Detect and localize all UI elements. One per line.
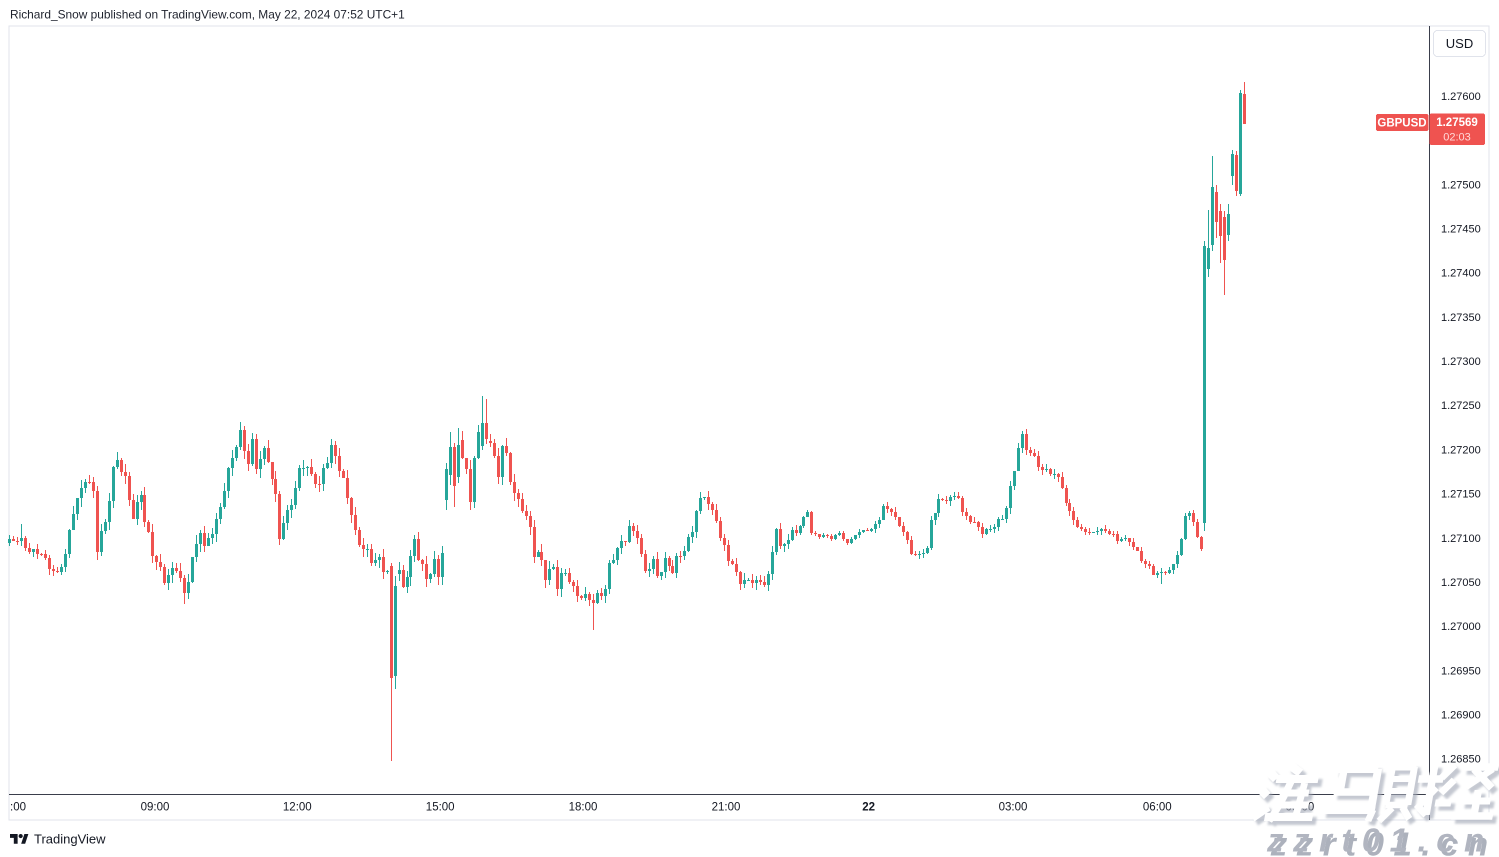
svg-text:1.27000: 1.27000 — [1441, 621, 1481, 633]
svg-text:02:03: 02:03 — [1443, 132, 1471, 144]
svg-text:06:00: 06:00 — [0, 802, 26, 814]
svg-text:1.27250: 1.27250 — [1441, 400, 1481, 412]
svg-text:1.27400: 1.27400 — [1441, 268, 1481, 280]
svg-text:12:00: 12:00 — [283, 802, 312, 814]
svg-text:1.27050: 1.27050 — [1441, 577, 1481, 589]
svg-text:1.27600: 1.27600 — [1441, 91, 1481, 103]
svg-text:22: 22 — [862, 802, 875, 814]
svg-text:1.26950: 1.26950 — [1441, 665, 1481, 677]
svg-text:21:00: 21:00 — [712, 802, 741, 814]
svg-text:1.27100: 1.27100 — [1441, 533, 1481, 545]
svg-text:GBPUSD: GBPUSD — [1377, 118, 1426, 130]
svg-text:Richard_Snow published on Trad: Richard_Snow published on TradingView.co… — [10, 8, 405, 22]
svg-text:06:00: 06:00 — [1143, 802, 1172, 814]
svg-text:09:00: 09:00 — [141, 802, 170, 814]
svg-text:1.26850: 1.26850 — [1441, 754, 1481, 766]
svg-text:1.27500: 1.27500 — [1441, 179, 1481, 191]
svg-text:1.27450: 1.27450 — [1441, 224, 1481, 236]
svg-text:18:00: 18:00 — [569, 802, 598, 814]
svg-text:15:00: 15:00 — [426, 802, 455, 814]
svg-text:03:00: 03:00 — [999, 802, 1028, 814]
svg-text:1.27150: 1.27150 — [1441, 489, 1481, 501]
svg-text:zzrt01.cn: zzrt01.cn — [1266, 822, 1494, 857]
svg-text:1.26900: 1.26900 — [1441, 710, 1481, 722]
svg-text:TradingView: TradingView — [34, 832, 106, 847]
svg-text:USD: USD — [1446, 36, 1473, 51]
svg-text:1.27300: 1.27300 — [1441, 356, 1481, 368]
svg-text:1.27569: 1.27569 — [1436, 117, 1478, 129]
svg-text:1.27200: 1.27200 — [1441, 444, 1481, 456]
svg-text:zzrt01.cn: zzrt01.cn — [1270, 826, 1498, 857]
svg-text:1.27350: 1.27350 — [1441, 312, 1481, 324]
